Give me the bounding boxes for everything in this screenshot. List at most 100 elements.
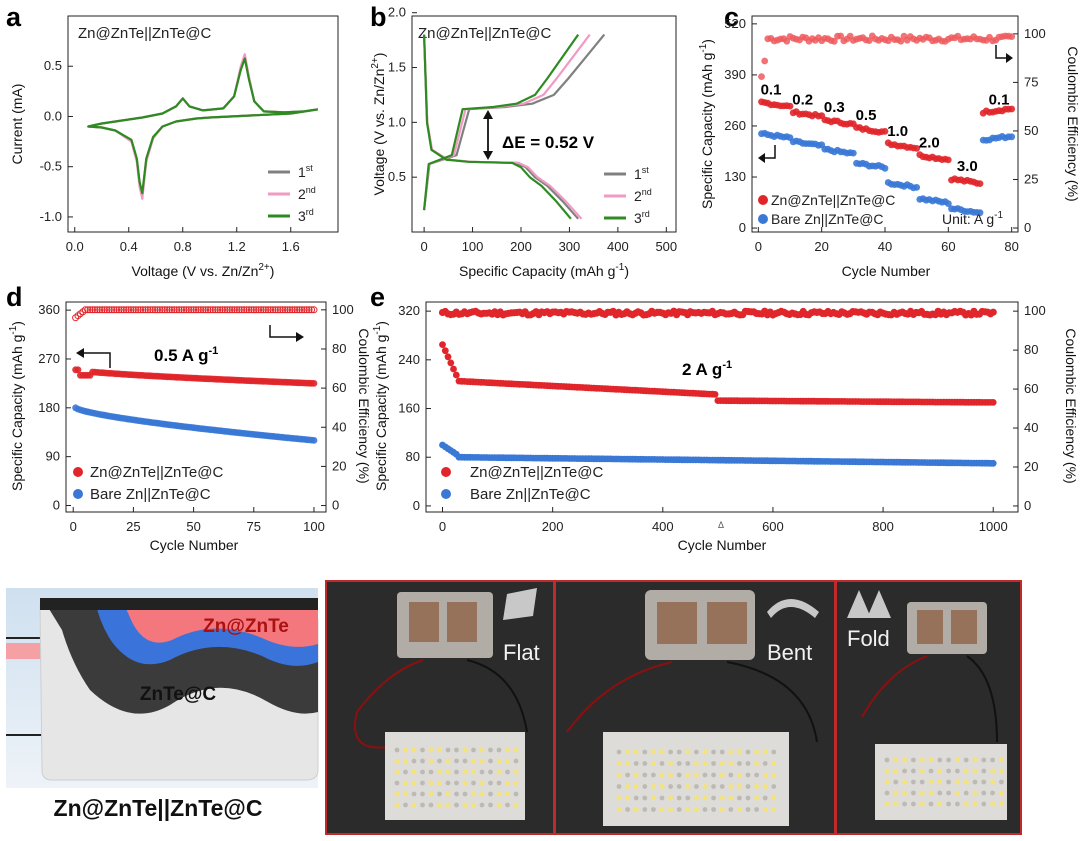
chart-d-ce-point — [149, 306, 157, 314]
panel-g-divider-1 — [553, 582, 556, 833]
chart-a-xtick-label: 1.6 — [282, 239, 300, 254]
led-dot — [946, 779, 951, 785]
chart-c-ce-point — [837, 32, 845, 40]
chart-b-ytick-label: 1.0 — [388, 114, 406, 129]
chart-e-rate-label: 2 A g-1 — [682, 359, 732, 379]
led-dot — [505, 758, 510, 764]
bent-battery-cell-1 — [657, 602, 697, 644]
chart-c-capacity-point — [976, 180, 984, 188]
led-dot — [702, 807, 708, 812]
chart-e-frame — [425, 301, 1019, 513]
chart-d-ce-point — [122, 306, 130, 314]
led-dot — [437, 780, 442, 786]
chart-d-ce-point — [103, 306, 111, 314]
chart-e-y2tick-label: 20 — [1024, 459, 1038, 474]
led-dot — [445, 780, 451, 786]
chart-a-legend-label: 3rd — [298, 207, 314, 224]
led-dot — [420, 769, 425, 775]
led-dot — [625, 772, 630, 778]
led-dot — [754, 749, 759, 755]
led-dot — [719, 749, 725, 755]
led-dot — [719, 807, 725, 812]
led-dot — [437, 747, 442, 753]
led-dot — [513, 758, 519, 764]
chart-d-ce-point — [146, 306, 154, 314]
led-dot — [702, 784, 708, 789]
chart-d-ce-point — [178, 306, 186, 314]
chart-d-ce-point — [202, 306, 210, 314]
led-dot — [972, 790, 978, 796]
led-dot — [479, 791, 485, 797]
photo-fold: Fold — [847, 590, 1007, 820]
chart-a-ylabel: Current (mA) — [9, 84, 25, 165]
led-dot — [445, 802, 451, 808]
led-dot — [972, 768, 978, 774]
chart-d-ce-point — [211, 306, 219, 314]
panel-label-b: b — [370, 2, 387, 32]
led-dot — [999, 768, 1004, 774]
led-dot — [728, 772, 734, 778]
led-dot — [928, 790, 934, 796]
chart-e-y2tick-label: 0 — [1024, 498, 1031, 513]
led-dot — [642, 749, 648, 755]
led-dot — [488, 747, 493, 753]
led-dot — [505, 791, 510, 797]
chart-b-delta-e-label: ΔE = 0.52 V — [502, 133, 595, 152]
panel-g-photos: Flat Bent Fold — [325, 580, 1022, 835]
led-dot — [884, 779, 890, 785]
chart-d-ce-point — [219, 306, 226, 314]
chart-b-ylabel: Voltage (V vs. Zn/Zn2+) — [370, 53, 387, 196]
chart-c-xtick-label: 40 — [878, 239, 892, 254]
chart-e-cycling-2: 0 200 400 600 800 1000 0 80 160 240 320 0 20 40 60 80 10… — [372, 301, 1079, 553]
chart-d-ce-point — [117, 306, 125, 314]
led-dot — [902, 757, 907, 763]
panel-g-photo-strip: Flat Bent Fold — [327, 582, 1020, 833]
led-dot — [981, 757, 987, 763]
led-dot — [668, 749, 673, 755]
led-dot — [403, 791, 408, 797]
led-dot — [642, 761, 648, 766]
chart-c-legend-marker-1 — [758, 195, 768, 205]
led-dot — [946, 768, 951, 774]
led-dot — [496, 780, 502, 786]
led-dot — [437, 802, 442, 808]
led-dot — [420, 802, 425, 808]
led-dot — [981, 790, 987, 796]
led-dot — [919, 779, 925, 785]
led-dot — [496, 802, 502, 808]
chart-b-xtick-label: 400 — [607, 239, 629, 254]
chart-e-ytick-label: 0 — [413, 498, 420, 513]
led-dot — [990, 768, 995, 774]
chart-d-y2tick-label: 20 — [332, 458, 346, 473]
chart-d-ce-point — [113, 306, 121, 314]
led-dot — [955, 779, 960, 785]
chart-d-ce-point — [291, 306, 299, 314]
led-dot — [462, 802, 468, 808]
led-dot — [990, 790, 995, 796]
chart-b-xlabel: Specific Capacity (mAh g-1) — [459, 262, 629, 279]
led-dot — [990, 779, 995, 785]
chart-c-capacity-point — [944, 200, 952, 208]
chart-d-ce-point — [276, 306, 284, 314]
chart-b-series-line — [423, 34, 572, 220]
led-dot — [505, 747, 510, 753]
chart-d-left-arrow — [76, 348, 111, 368]
chart-c-rate-label: 1.0 — [887, 123, 908, 140]
chart-d-ce-point — [279, 306, 287, 314]
led-dot — [403, 780, 408, 786]
led-dot — [702, 795, 708, 801]
chart-d-ce-point — [182, 306, 190, 314]
led-dot — [771, 807, 777, 812]
led-dot — [754, 807, 759, 812]
chart-e-capacity-point — [450, 365, 457, 373]
bent-battery-cell-2 — [707, 602, 747, 644]
led-dot — [937, 768, 943, 774]
led-dot — [771, 795, 777, 801]
chart-d-ce-point — [81, 306, 89, 314]
led-dot — [902, 801, 907, 807]
led-dot — [911, 790, 916, 796]
chart-e-ce-point — [989, 308, 997, 316]
chart-d-xtick-label: 50 — [186, 519, 200, 534]
chart-e-legend-marker-1 — [441, 467, 451, 477]
led-dot — [902, 768, 907, 774]
